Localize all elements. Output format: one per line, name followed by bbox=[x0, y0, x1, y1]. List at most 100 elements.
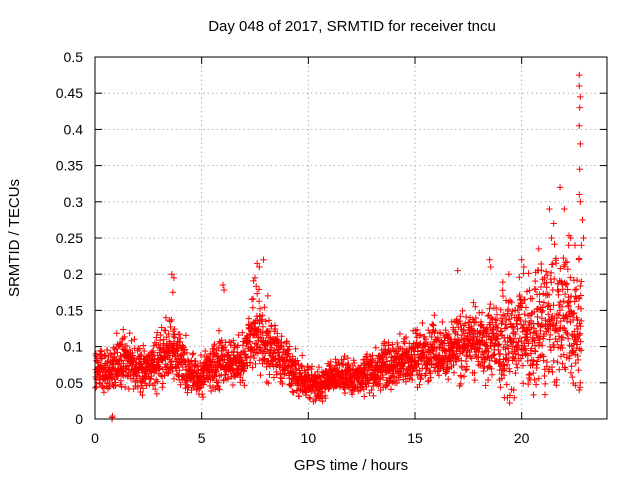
data-point bbox=[565, 299, 573, 306]
data-point bbox=[278, 375, 286, 382]
data-point bbox=[250, 354, 258, 362]
data-point bbox=[170, 349, 178, 357]
data-point bbox=[519, 300, 526, 307]
data-point bbox=[564, 299, 571, 306]
data-point bbox=[377, 369, 385, 376]
data-point bbox=[415, 360, 422, 368]
data-point bbox=[525, 270, 532, 277]
data-point bbox=[97, 347, 104, 354]
data-point bbox=[302, 391, 310, 399]
data-point bbox=[341, 352, 348, 360]
data-point bbox=[254, 290, 261, 297]
data-point bbox=[537, 327, 544, 335]
data-point bbox=[255, 298, 263, 305]
data-point bbox=[574, 341, 581, 348]
data-point bbox=[539, 304, 546, 311]
data-point bbox=[578, 278, 585, 285]
data-point bbox=[444, 335, 452, 342]
data-point bbox=[165, 369, 172, 376]
data-point bbox=[458, 332, 466, 339]
data-point bbox=[274, 330, 281, 337]
data-point bbox=[220, 286, 228, 294]
data-point bbox=[224, 375, 232, 383]
data-point bbox=[444, 364, 451, 371]
data-point bbox=[571, 286, 579, 294]
data-point bbox=[129, 352, 136, 359]
plot-frame bbox=[94, 56, 608, 420]
data-point bbox=[548, 279, 555, 286]
data-point bbox=[259, 329, 266, 337]
data-point bbox=[510, 354, 517, 362]
data-point bbox=[456, 317, 463, 325]
data-point bbox=[110, 344, 117, 351]
data-point bbox=[219, 281, 227, 289]
data-point bbox=[577, 347, 585, 354]
data-point bbox=[577, 338, 584, 345]
data-point bbox=[247, 359, 254, 367]
data-point bbox=[528, 324, 535, 331]
data-point bbox=[574, 316, 581, 323]
data-point bbox=[254, 342, 261, 350]
data-point bbox=[148, 372, 155, 380]
data-point bbox=[540, 299, 548, 306]
data-point bbox=[573, 344, 580, 352]
data-point bbox=[134, 383, 142, 391]
data-point bbox=[540, 353, 547, 360]
data-point bbox=[341, 389, 349, 397]
data-point bbox=[348, 391, 356, 398]
data-point bbox=[389, 379, 396, 386]
data-point bbox=[516, 334, 524, 342]
data-point bbox=[556, 298, 564, 306]
data-point bbox=[252, 360, 259, 368]
data-point bbox=[486, 305, 493, 312]
data-point bbox=[550, 302, 557, 309]
data-point bbox=[532, 381, 540, 388]
data-point bbox=[555, 311, 562, 319]
data-point bbox=[551, 241, 558, 248]
data-point bbox=[100, 389, 108, 396]
data-point bbox=[444, 358, 451, 366]
data-point bbox=[155, 359, 162, 366]
data-point bbox=[363, 351, 371, 358]
data-point bbox=[372, 344, 380, 351]
data-point bbox=[555, 288, 562, 295]
data-point bbox=[504, 305, 512, 313]
data-point bbox=[450, 369, 458, 376]
data-point bbox=[299, 352, 306, 359]
data-point bbox=[564, 286, 571, 293]
data-point bbox=[573, 276, 581, 284]
chart-title: Day 048 of 2017, SRMTID for receiver tnc… bbox=[208, 18, 496, 35]
data-point bbox=[571, 298, 578, 305]
data-point bbox=[413, 366, 420, 374]
data-point bbox=[117, 377, 125, 384]
data-point bbox=[462, 357, 470, 365]
data-point bbox=[546, 205, 553, 213]
data-point bbox=[463, 363, 471, 370]
data-point bbox=[441, 337, 448, 344]
data-point bbox=[533, 364, 540, 372]
data-point bbox=[480, 367, 487, 375]
data-point bbox=[340, 356, 347, 363]
data-point bbox=[153, 390, 161, 398]
data-point bbox=[547, 331, 554, 339]
data-point bbox=[577, 282, 584, 290]
data-point bbox=[457, 373, 465, 381]
data-point bbox=[559, 334, 567, 341]
data-point bbox=[487, 335, 495, 343]
data-point bbox=[550, 220, 557, 227]
data-point bbox=[535, 375, 543, 382]
data-point bbox=[250, 277, 257, 285]
data-point bbox=[457, 313, 464, 320]
data-point bbox=[463, 351, 470, 359]
data-point bbox=[493, 311, 501, 318]
data-point bbox=[505, 345, 512, 352]
data-point bbox=[190, 350, 197, 357]
data-point bbox=[544, 325, 551, 332]
data-point bbox=[105, 379, 113, 387]
data-point bbox=[527, 329, 534, 337]
data-point bbox=[327, 358, 334, 365]
data-point bbox=[177, 381, 184, 388]
data-point bbox=[487, 300, 494, 308]
data-point bbox=[286, 343, 293, 350]
data-point bbox=[547, 269, 555, 277]
